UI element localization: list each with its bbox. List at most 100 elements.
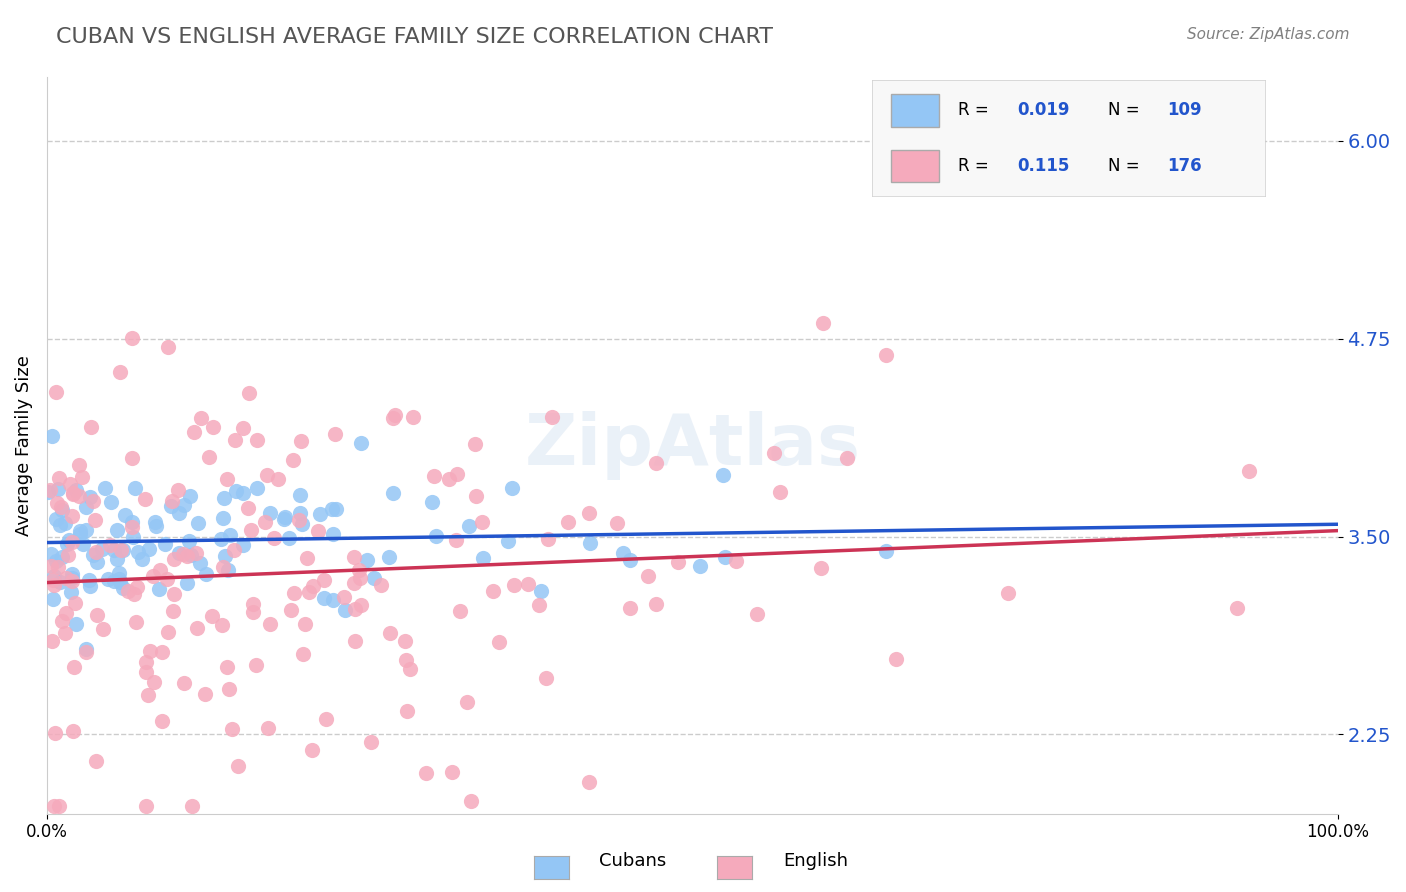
- Point: [377, 550, 399, 565]
- Point: [259, 506, 281, 520]
- Point: [60, 567, 83, 582]
- Point: [79, 490, 101, 504]
- Point: [187, 516, 209, 530]
- Point: [108, 574, 131, 589]
- Text: Source: ZipAtlas.com: Source: ZipAtlas.com: [1187, 27, 1350, 42]
- Point: [501, 481, 523, 495]
- Point: [121, 331, 143, 345]
- Point: [125, 580, 148, 594]
- Point: [384, 408, 406, 422]
- Point: [277, 531, 299, 545]
- Point: [440, 765, 463, 780]
- Point: [176, 575, 198, 590]
- Point: [63, 596, 86, 610]
- Point: [51, 549, 73, 564]
- Point: [201, 608, 224, 623]
- Bar: [891, 95, 939, 127]
- Point: [458, 519, 481, 533]
- Point: [55, 625, 77, 640]
- Point: [156, 572, 179, 586]
- Bar: [891, 150, 939, 182]
- Point: [606, 516, 628, 531]
- Point: [415, 765, 437, 780]
- Point: [62, 486, 84, 500]
- Point: [100, 495, 122, 509]
- Point: [370, 577, 392, 591]
- Point: [42, 573, 65, 587]
- Point: [224, 433, 246, 447]
- Point: [58, 533, 80, 547]
- Point: [97, 572, 120, 586]
- Point: [725, 554, 748, 568]
- Point: [44, 726, 66, 740]
- Point: [482, 583, 505, 598]
- Point: [108, 566, 131, 581]
- Point: [143, 674, 166, 689]
- Point: [84, 545, 107, 559]
- Point: [396, 704, 419, 718]
- Point: [60, 509, 83, 524]
- Point: [349, 571, 371, 585]
- Point: [159, 500, 181, 514]
- Point: [239, 523, 262, 537]
- Point: [56, 537, 79, 551]
- Point: [69, 526, 91, 541]
- Point: [75, 644, 97, 658]
- Point: [212, 491, 235, 505]
- Point: [83, 513, 105, 527]
- Point: [343, 549, 366, 564]
- Point: [124, 481, 146, 495]
- Point: [225, 484, 247, 499]
- Point: [315, 712, 337, 726]
- Point: [232, 486, 254, 500]
- Point: [48, 574, 70, 589]
- Text: 0.115: 0.115: [1018, 157, 1070, 175]
- Point: [232, 538, 254, 552]
- Point: [290, 434, 312, 449]
- Point: [323, 427, 346, 442]
- Point: [312, 591, 335, 605]
- Point: [148, 582, 170, 596]
- Point: [72, 536, 94, 550]
- Point: [557, 516, 579, 530]
- Point: [56, 548, 79, 562]
- Point: [65, 616, 87, 631]
- Point: [112, 543, 135, 558]
- Point: [232, 421, 254, 435]
- Point: [321, 501, 343, 516]
- Point: [301, 743, 323, 757]
- Point: [378, 626, 401, 640]
- Point: [201, 420, 224, 434]
- Point: [295, 550, 318, 565]
- Point: [291, 648, 314, 662]
- Text: ZipAtlas: ZipAtlas: [524, 411, 860, 480]
- Point: [108, 572, 131, 586]
- Point: [167, 506, 190, 520]
- Point: [217, 563, 239, 577]
- Point: [163, 587, 186, 601]
- Point: [82, 494, 104, 508]
- Point: [302, 579, 325, 593]
- Point: [41, 634, 63, 648]
- Point: [332, 591, 354, 605]
- Point: [637, 569, 659, 583]
- Point: [537, 533, 560, 547]
- Point: [176, 549, 198, 563]
- Point: [91, 542, 114, 557]
- Point: [157, 340, 180, 354]
- Point: [42, 798, 65, 813]
- Point: [37, 485, 59, 500]
- Point: [245, 657, 267, 672]
- Text: English: English: [783, 852, 848, 870]
- Point: [714, 550, 737, 565]
- Point: [62, 724, 84, 739]
- Point: [242, 605, 264, 619]
- Point: [226, 759, 249, 773]
- Point: [145, 518, 167, 533]
- Point: [91, 622, 114, 636]
- Point: [190, 411, 212, 425]
- Point: [173, 675, 195, 690]
- Point: [246, 433, 269, 447]
- Point: [110, 543, 132, 558]
- Point: [747, 607, 769, 621]
